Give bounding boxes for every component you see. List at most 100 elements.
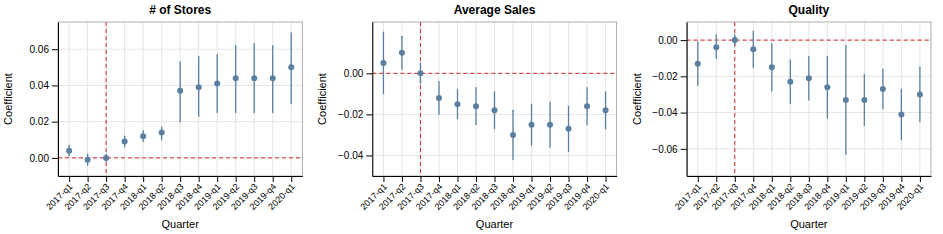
panel-title: Average Sales: [454, 3, 536, 17]
point: [584, 103, 590, 109]
tick: 0.04: [30, 80, 58, 91]
tick-mark: [236, 176, 237, 182]
tick-label: −0.04: [652, 107, 678, 118]
point: [769, 64, 775, 70]
point: [399, 50, 405, 56]
grid-line: [198, 22, 199, 176]
tick-mark: [106, 176, 107, 182]
tick-label: −0.02: [652, 71, 678, 82]
point: [917, 91, 923, 97]
tick-mark: [883, 176, 884, 182]
tick-label: 0.04: [30, 80, 50, 91]
tick-mark: [52, 85, 58, 86]
tick-mark: [716, 176, 717, 182]
grid: [687, 22, 931, 176]
grid-line: [901, 22, 902, 176]
grid-line: [550, 22, 551, 176]
grid-line: [87, 22, 88, 176]
point: [103, 155, 109, 161]
tick-mark: [69, 176, 70, 182]
point: [492, 107, 498, 113]
axis-line: [372, 23, 373, 177]
panel-title: # of Stores: [149, 3, 211, 17]
point: [66, 148, 72, 154]
tick-mark: [476, 176, 477, 182]
grid-line: [420, 22, 421, 176]
tick-mark: [513, 176, 514, 182]
point: [214, 81, 220, 87]
tick-mark: [291, 176, 292, 182]
tick-mark: [550, 176, 551, 182]
grid-line: [291, 22, 292, 176]
grid-line: [531, 22, 532, 176]
point: [861, 97, 867, 103]
tick-mark: [52, 158, 58, 159]
tick-mark: [366, 114, 372, 115]
tick-label: 0.06: [30, 44, 50, 55]
tick-mark: [88, 176, 89, 182]
point: [732, 37, 738, 43]
grid-line: [106, 22, 107, 176]
grid: [372, 22, 616, 176]
grid-line: [372, 73, 616, 74]
tick-mark: [698, 176, 699, 182]
tick: 0.00: [30, 153, 58, 164]
tick-mark: [366, 73, 372, 74]
tick-mark: [52, 49, 58, 50]
grid-line: [254, 22, 255, 176]
tick-mark: [383, 176, 384, 182]
grid-line: [882, 22, 883, 176]
tick-mark: [439, 176, 440, 182]
tick-mark: [143, 176, 144, 182]
point: [824, 84, 830, 90]
marks: [687, 22, 931, 176]
x-axis-title: Quarter: [790, 218, 828, 230]
point: [898, 111, 904, 117]
reference-line-v: [106, 22, 107, 176]
tick-mark: [199, 176, 200, 182]
point: [473, 103, 479, 109]
point: [85, 157, 91, 163]
point: [510, 132, 516, 138]
x-axis-title: Quarter: [476, 218, 514, 230]
tick-label: −0.04: [338, 150, 364, 161]
tick: 2020-q1: [895, 176, 925, 212]
grid-line: [587, 22, 588, 176]
chart: 2017-q12017-q22017-q32017-q42018-q12018-…: [0, 0, 943, 234]
point: [695, 61, 701, 67]
panel: 2017-q12017-q22017-q32017-q42018-q12018-…: [2, 3, 303, 230]
grid-line: [771, 22, 772, 176]
tick-mark: [180, 176, 181, 182]
y-axis: −0.04 −0.02 0.00: [338, 23, 373, 177]
grid-line: [235, 22, 236, 176]
tick-mark: [606, 176, 607, 182]
grid-line: [494, 22, 495, 176]
tick-mark: [52, 122, 58, 123]
tick-mark: [532, 176, 533, 182]
tick-mark: [864, 176, 865, 182]
tick-mark: [681, 40, 687, 41]
grid-line: [808, 22, 809, 176]
tick-label: 0.00: [344, 68, 364, 79]
y-axis: 0.000.020.040.06: [30, 23, 59, 177]
point: [177, 88, 183, 94]
point: [843, 97, 849, 103]
x-axis: 2017-q12017-q22017-q32017-q42018-q12018-…: [673, 176, 932, 212]
grid-line: [734, 22, 735, 176]
x-axis: 2017-q12017-q22017-q32017-q42018-q12018-…: [358, 176, 617, 212]
point: [880, 86, 886, 92]
tick: −0.04: [338, 150, 372, 161]
tick-label: −0.02: [338, 109, 364, 120]
reference-line-h: [372, 73, 616, 74]
reference-line-v: [420, 22, 421, 176]
point: [603, 107, 609, 113]
grid-line: [401, 22, 402, 176]
point: [380, 60, 386, 66]
grid-line: [272, 22, 273, 176]
tick-mark: [681, 76, 687, 77]
tick-mark: [681, 113, 687, 114]
reference-line-v: [734, 22, 735, 176]
point: [251, 75, 257, 81]
point: [787, 79, 793, 85]
tick: 0.00: [658, 35, 686, 46]
